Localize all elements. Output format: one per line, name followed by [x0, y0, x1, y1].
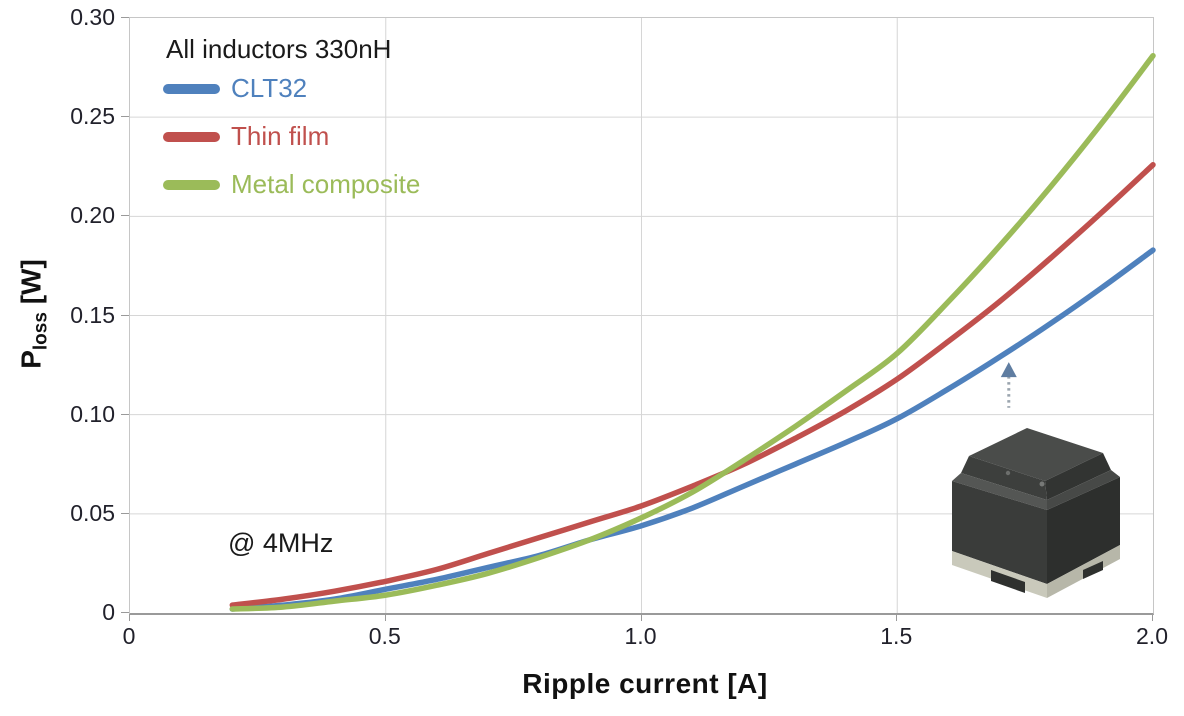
- x-axis-title: Ripple current [A]: [522, 668, 768, 699]
- inductor-3d-icon: [952, 428, 1120, 598]
- x-axis-tick: [896, 614, 898, 621]
- legend-line-swatch-icon: [163, 132, 220, 142]
- legend-item-thin-film: Thin film: [163, 113, 391, 161]
- legend-item-metal-composite: Metal composite: [163, 161, 420, 209]
- y-tick-label: 0: [102, 599, 115, 625]
- legend-title: All inductors 330nH: [166, 34, 392, 64]
- y-axis-tick: [121, 116, 129, 118]
- y-tick-label: 0.05: [70, 499, 115, 526]
- x-tick-label: 0: [122, 623, 136, 649]
- x-tick-label: 2.0: [1136, 623, 1168, 649]
- legend-item-clt32: CLT32: [163, 65, 391, 113]
- x-axis-tick: [1152, 614, 1153, 621]
- x-axis-tick: [640, 614, 642, 621]
- y-tick-label: 0.30: [70, 4, 115, 30]
- y-axis-tick: [121, 17, 129, 18]
- y-axis-tick: [121, 314, 129, 316]
- y-axis-tick: [121, 413, 129, 415]
- y-tick-label: 0.15: [70, 301, 115, 328]
- legend-label: CLT32: [231, 73, 308, 103]
- legend-line-swatch-icon: [163, 180, 220, 190]
- frequency-annotation: @ 4MHz: [228, 528, 334, 558]
- legend-label: Metal composite: [231, 169, 421, 199]
- curve-metal-composite: [229, 52, 1156, 612]
- y-axis-title: Ploss [W]: [16, 259, 53, 369]
- y-axis-tick: [121, 215, 129, 217]
- y-tick-label: 0.25: [70, 103, 115, 130]
- y-axis-title-main: P: [15, 350, 47, 369]
- x-tick-label: 1.5: [880, 623, 913, 649]
- y-axis-title-unit: [W]: [15, 259, 47, 313]
- y-axis-title-subscript: loss: [30, 312, 52, 351]
- curve-thin-film: [229, 162, 1156, 608]
- legend: All inductors 330nH CLT32 Thin film Metal …: [163, 34, 420, 209]
- legend-label: Thin film: [231, 121, 330, 151]
- y-tick-label: 0.20: [70, 202, 115, 229]
- x-axis-tick: [384, 614, 386, 621]
- y-axis-tick: [121, 612, 129, 613]
- y-tick-label: 0.10: [70, 400, 115, 427]
- curve-clt32: [229, 247, 1156, 612]
- y-axis-tick: [121, 512, 129, 514]
- x-axis-tick: [129, 614, 130, 621]
- plot-area: [129, 17, 1156, 615]
- x-tick-label: 1.0: [624, 623, 657, 649]
- legend-items: CLT32 Thin film Metal composite: [163, 65, 420, 209]
- legend-line-swatch-icon: [163, 84, 220, 94]
- x-tick-label: 0.5: [368, 623, 401, 649]
